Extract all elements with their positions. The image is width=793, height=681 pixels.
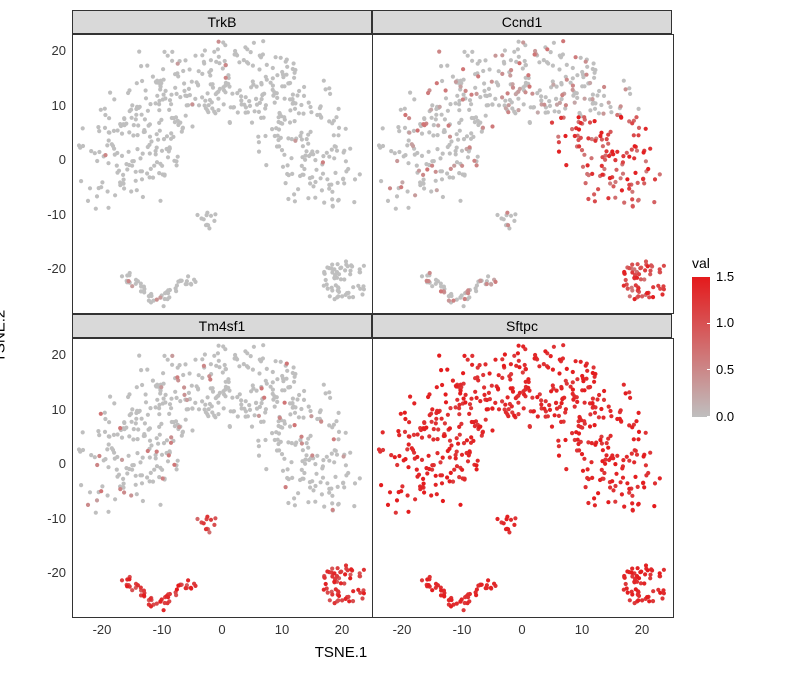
legend-tick-mark — [707, 416, 713, 417]
panel-body — [372, 338, 674, 618]
legend-tick-mark — [707, 323, 713, 324]
panel-body — [372, 34, 674, 314]
tsne-facet-figure: TSNE.2 -20-1001020TrkBCcnd1-20-1001020Tm… — [10, 10, 783, 661]
legend-tick-mark — [707, 369, 713, 370]
legend-tick-label: 1.0 — [716, 315, 734, 330]
y-tick: 20 — [52, 347, 66, 362]
panel-body — [72, 34, 374, 314]
scatter-svg — [373, 35, 673, 313]
plot-area: TSNE.2 -20-1001020TrkBCcnd1-20-1001020Tm… — [10, 10, 672, 661]
y-tick: -10 — [47, 207, 66, 222]
y-tick-labels: -20 -10 0 10 20 — [32, 339, 72, 617]
x-tick-labels: -20 -10 0 10 20 — [72, 618, 372, 640]
x-tick: -20 — [387, 622, 417, 637]
x-tick: 0 — [507, 622, 537, 637]
color-legend: val 1.51.00.50.0 — [692, 255, 716, 417]
x-tick-labels: -20 -10 0 10 20 — [372, 618, 672, 640]
y-tick-labels: -20 -10 0 10 20 — [32, 35, 72, 313]
x-tick: 10 — [567, 622, 597, 637]
panel-trkb: TrkB — [72, 10, 372, 314]
y-tick: 10 — [52, 402, 66, 417]
y-tick: 0 — [59, 456, 66, 471]
legend-bar-wrap: 1.51.00.50.0 — [692, 277, 716, 417]
panel-sftpc: Sftpc — [372, 314, 672, 618]
legend-tick-label: 0.0 — [716, 409, 734, 424]
y-tick: 20 — [52, 43, 66, 58]
scatter-svg — [373, 339, 673, 617]
facet-grid: -20 -10 0 10 20 TrkBCcnd1 -20 -10 0 10 20 Tm4sf1Sft… — [32, 10, 672, 640]
x-tick: 0 — [207, 622, 237, 637]
panel-ccnd1: Ccnd1 — [372, 10, 672, 314]
x-tick: 20 — [327, 622, 357, 637]
legend-tick-label: 0.5 — [716, 362, 734, 377]
x-tick: -20 — [87, 622, 117, 637]
x-axis-title: TSNE.1 — [10, 644, 672, 661]
legend-gradient-bar — [692, 277, 710, 417]
x-tick: -10 — [147, 622, 177, 637]
y-tick: -20 — [47, 261, 66, 276]
y-tick: -10 — [47, 511, 66, 526]
panel-tm4sf1: Tm4sf1 — [72, 314, 372, 618]
x-tick: 10 — [267, 622, 297, 637]
y-tick: -20 — [47, 565, 66, 580]
scatter-svg — [73, 339, 373, 617]
x-tick: 20 — [627, 622, 657, 637]
panel-strip: TrkB — [72, 10, 372, 34]
scatter-svg — [73, 35, 373, 313]
y-tick: 0 — [59, 152, 66, 167]
panel-strip: Ccnd1 — [372, 10, 672, 34]
panel-strip: Sftpc — [372, 314, 672, 338]
y-tick: 10 — [52, 98, 66, 113]
legend-tick-label: 1.5 — [716, 269, 734, 284]
legend-title: val — [692, 255, 716, 271]
x-tick: -10 — [447, 622, 477, 637]
panel-strip: Tm4sf1 — [72, 314, 372, 338]
panel-body — [72, 338, 374, 618]
y-axis-title: TSNE.2 — [0, 309, 9, 362]
legend-tick-mark — [707, 276, 713, 277]
